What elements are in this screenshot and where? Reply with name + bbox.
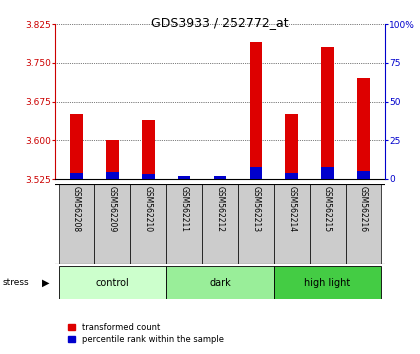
Bar: [130, 184, 166, 264]
Bar: [166, 184, 202, 264]
Text: GSM562216: GSM562216: [359, 187, 368, 233]
Text: GSM562215: GSM562215: [323, 187, 332, 233]
Bar: [249, 42, 262, 179]
Bar: [357, 171, 370, 179]
Text: GSM562214: GSM562214: [287, 187, 296, 233]
Text: stress: stress: [2, 278, 29, 287]
Bar: [70, 114, 83, 179]
Bar: [274, 266, 381, 299]
Text: GDS3933 / 252772_at: GDS3933 / 252772_at: [151, 16, 289, 29]
Bar: [202, 184, 238, 264]
Bar: [286, 173, 298, 179]
Bar: [70, 173, 83, 179]
Bar: [142, 175, 155, 179]
Bar: [321, 47, 334, 179]
Text: GSM562209: GSM562209: [108, 187, 117, 233]
Text: dark: dark: [209, 278, 231, 287]
Bar: [58, 266, 166, 299]
Bar: [274, 184, 310, 264]
Text: GSM562210: GSM562210: [144, 187, 153, 233]
Bar: [178, 176, 190, 179]
Bar: [238, 184, 274, 264]
Bar: [310, 184, 346, 264]
Bar: [214, 178, 226, 179]
Text: GSM562208: GSM562208: [72, 187, 81, 233]
Text: GSM562213: GSM562213: [251, 187, 260, 233]
Bar: [346, 184, 381, 264]
Text: control: control: [95, 278, 129, 287]
Bar: [249, 167, 262, 179]
Text: GSM562211: GSM562211: [180, 187, 189, 232]
Bar: [214, 176, 226, 179]
Bar: [321, 167, 334, 179]
Bar: [106, 140, 119, 179]
Text: high light: high light: [304, 278, 351, 287]
Legend: transformed count, percentile rank within the sample: transformed count, percentile rank withi…: [68, 323, 224, 344]
Bar: [286, 114, 298, 179]
Bar: [357, 78, 370, 179]
Text: GSM562212: GSM562212: [215, 187, 225, 232]
Bar: [166, 266, 274, 299]
Bar: [58, 184, 94, 264]
Bar: [142, 120, 155, 179]
Bar: [178, 178, 190, 179]
Text: ▶: ▶: [42, 278, 50, 287]
Bar: [94, 184, 130, 264]
Bar: [106, 172, 119, 179]
